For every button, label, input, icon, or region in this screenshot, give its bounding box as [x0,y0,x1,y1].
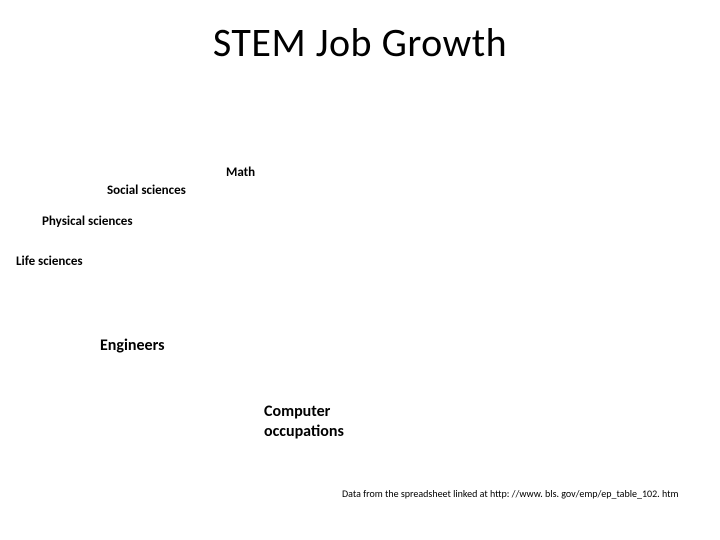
label-math: Math [226,165,255,180]
slide: STEM Job Growth Math Social sciences Phy… [0,0,720,540]
label-social-sciences: Social sciences [107,183,186,198]
label-life-sciences: Life sciences [16,254,83,269]
label-computer-line1: Computer [264,402,330,421]
label-engineers: Engineers [100,336,164,355]
label-computer-line2: occupations [264,422,344,441]
footnote: Data from the spreadsheet linked at http… [342,487,678,500]
page-title: STEM Job Growth [0,18,720,67]
label-physical-sciences: Physical sciences [42,214,133,229]
